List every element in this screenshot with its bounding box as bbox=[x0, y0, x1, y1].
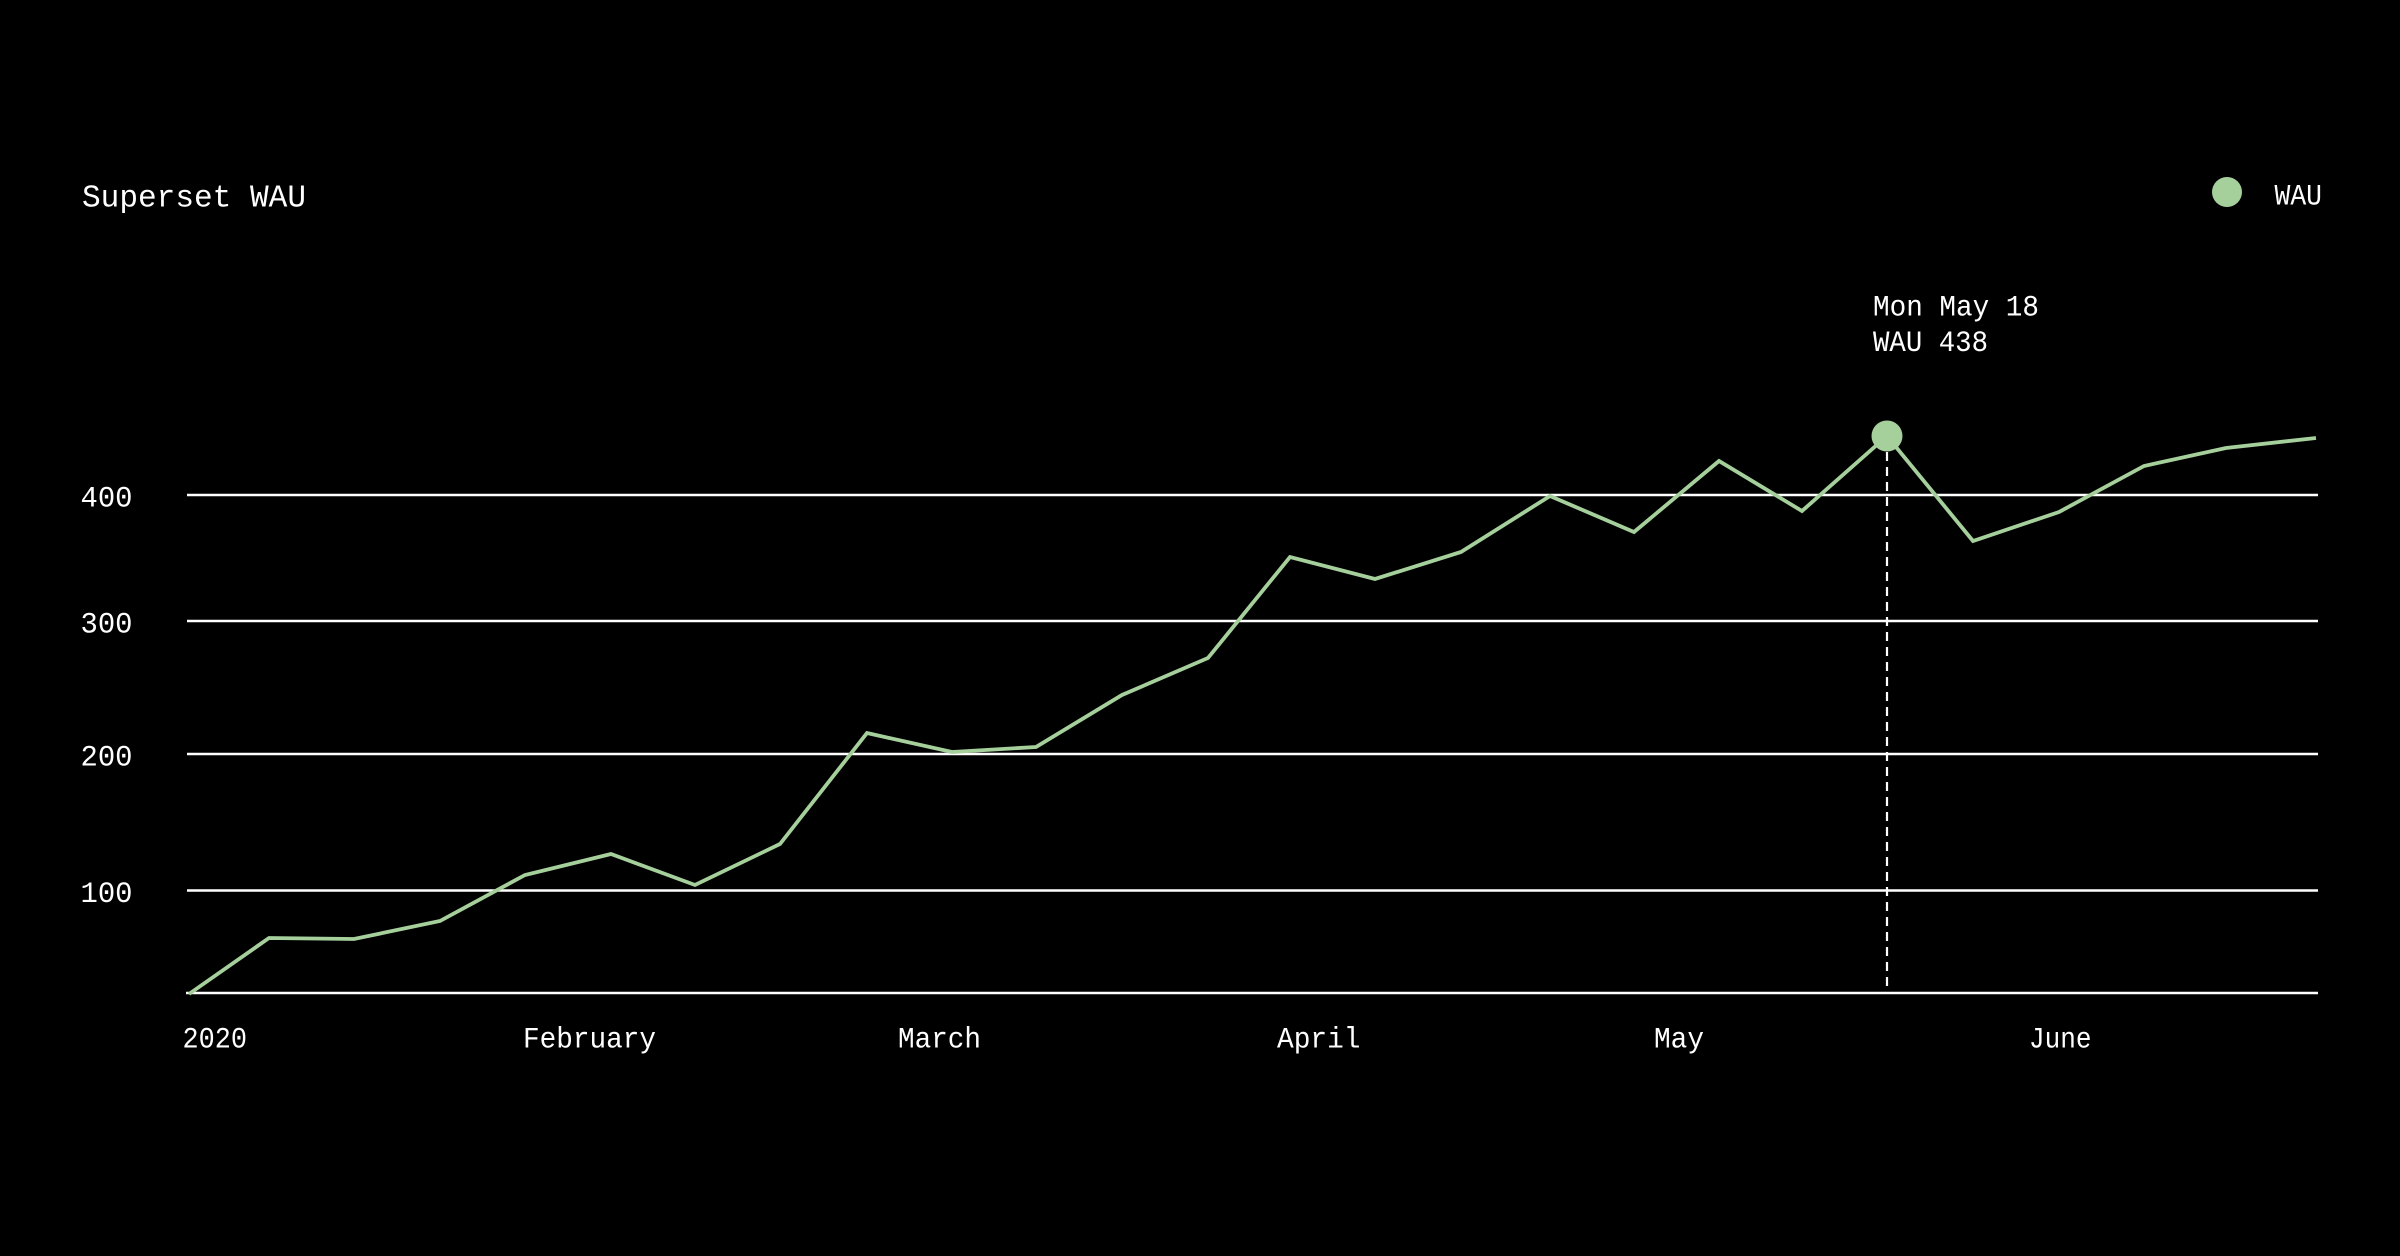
svg-text:March: March bbox=[898, 1024, 981, 1058]
svg-text:300: 300 bbox=[81, 609, 133, 643]
svg-text:WAU 438: WAU 438 bbox=[1873, 327, 1988, 361]
svg-text:Mon May 18: Mon May 18 bbox=[1873, 292, 2039, 326]
svg-text:April: April bbox=[1277, 1024, 1361, 1058]
svg-text:May: May bbox=[1654, 1024, 1704, 1058]
svg-text:2020: 2020 bbox=[183, 1024, 248, 1058]
svg-text:June: June bbox=[2029, 1024, 2092, 1058]
svg-text:WAU: WAU bbox=[2275, 181, 2323, 215]
svg-text:400: 400 bbox=[81, 483, 133, 517]
svg-text:February: February bbox=[523, 1024, 656, 1058]
svg-text:100: 100 bbox=[81, 878, 133, 912]
svg-text:Superset WAU: Superset WAU bbox=[82, 182, 306, 217]
svg-text:200: 200 bbox=[81, 742, 133, 776]
